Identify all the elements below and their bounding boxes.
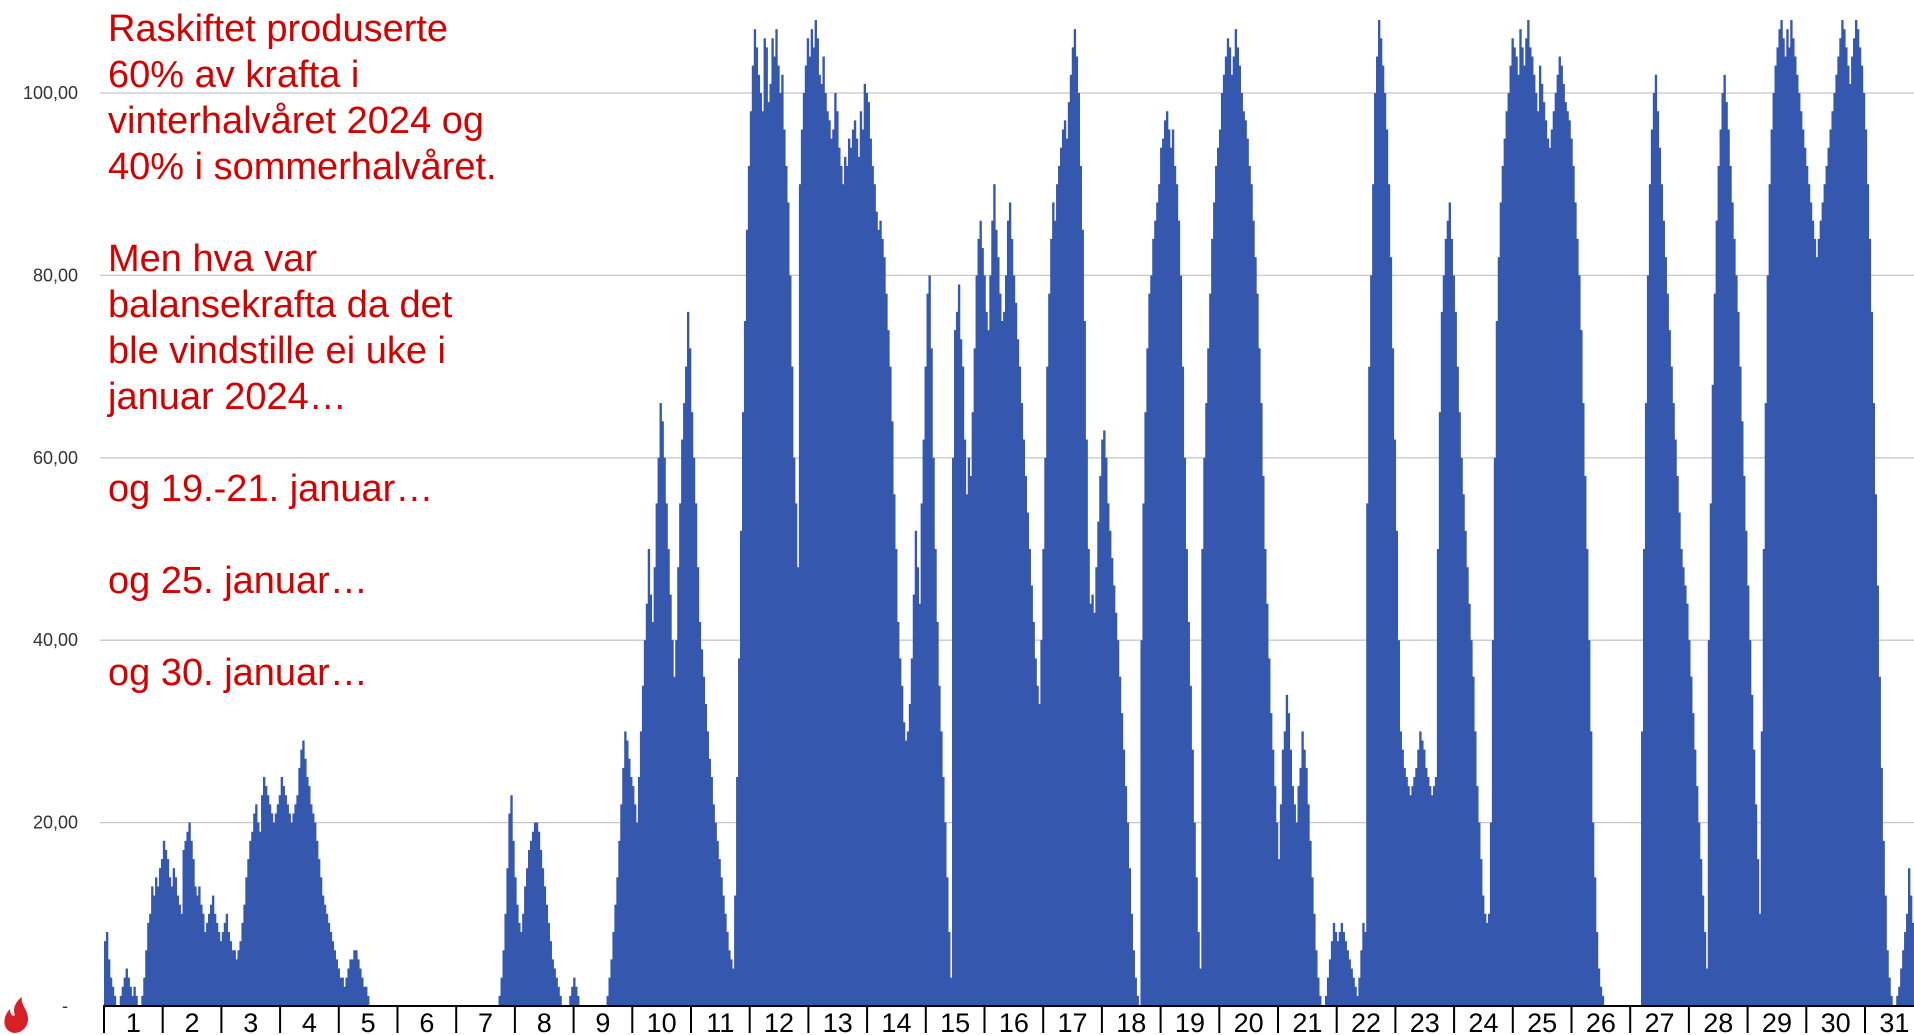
- y-axis-ticks: 20,00 40,00 60,00 80,00 100,00: [23, 83, 78, 833]
- annotation-line: Raskiftet produserte: [108, 6, 497, 52]
- annotation-line: vinterhalvåret 2024 og: [108, 98, 497, 144]
- y-tick-label: 20,00: [33, 813, 78, 833]
- x-tick-label: 9: [595, 1008, 610, 1033]
- annotation-line: [108, 420, 497, 466]
- x-tick-label: 30: [1821, 1008, 1851, 1033]
- bar: [367, 996, 369, 1005]
- annotation-line: og 25. januar…: [108, 558, 497, 604]
- x-tick-label: 20: [1234, 1008, 1264, 1033]
- flame-icon: [0, 995, 40, 1035]
- x-tick-label: 25: [1527, 1008, 1557, 1033]
- x-tick-label: 22: [1351, 1008, 1381, 1033]
- annotation-line: balansekrafta da det: [108, 282, 497, 328]
- x-tick-label: 21: [1292, 1008, 1322, 1033]
- bar: [559, 996, 561, 1005]
- x-tick-label: 29: [1762, 1008, 1792, 1033]
- bar: [114, 996, 116, 1005]
- x-tick-label: 14: [881, 1008, 911, 1033]
- annotation-line: ble vindstille ei uke i: [108, 328, 497, 374]
- bar: [577, 996, 579, 1005]
- annotation-line: Men hva var: [108, 236, 497, 282]
- x-tick-label: 8: [537, 1008, 552, 1033]
- annotation-line: [108, 512, 497, 558]
- x-tick-label: 19: [1175, 1008, 1205, 1033]
- annotation-line: [108, 190, 497, 236]
- x-tick-label: 15: [940, 1008, 970, 1033]
- y-tick-label: 60,00: [33, 448, 78, 468]
- x-tick-label: 28: [1703, 1008, 1733, 1033]
- bar: [1890, 996, 1892, 1005]
- annotation-line: [108, 604, 497, 650]
- bar: [135, 996, 137, 1005]
- x-tick-label: 11: [706, 1008, 734, 1033]
- x-tick-label: 6: [419, 1008, 434, 1033]
- x-tick-label: 23: [1410, 1008, 1440, 1033]
- x-tick-label: 1: [126, 1008, 141, 1033]
- annotation-line: januar 2024…: [108, 374, 497, 420]
- x-tick-label: 13: [823, 1008, 853, 1033]
- bottom-left-tick: -: [62, 996, 68, 1016]
- bar: [1137, 996, 1139, 1005]
- x-tick-label: 3: [243, 1008, 258, 1033]
- annotation-line: og 19.-21. januar…: [108, 466, 497, 512]
- x-tick-label: 5: [361, 1008, 376, 1033]
- x-tick-label: 2: [185, 1008, 200, 1033]
- x-tick-label: 10: [647, 1008, 677, 1033]
- x-tick-label: 18: [1116, 1008, 1146, 1033]
- bar: [1319, 996, 1321, 1005]
- x-tick-label: 24: [1468, 1008, 1498, 1033]
- x-tick-label: 26: [1586, 1008, 1616, 1033]
- x-tick-label: 31: [1879, 1008, 1909, 1033]
- x-tick-label: 12: [764, 1008, 794, 1033]
- annotation-line: 40% i sommerhalvåret.: [108, 144, 497, 190]
- y-tick-label: 80,00: [33, 265, 78, 285]
- x-tick-label: 7: [478, 1008, 493, 1033]
- x-tick-label: 4: [302, 1008, 317, 1033]
- y-tick-label: 100,00: [23, 83, 78, 103]
- x-tick-label: 27: [1645, 1008, 1675, 1033]
- x-tick-label: 16: [999, 1008, 1029, 1033]
- x-tick-label: 17: [1058, 1008, 1088, 1033]
- annotation-line: 60% av krafta i: [108, 52, 497, 98]
- annotation-line: og 30. januar…: [108, 650, 497, 696]
- bar: [1602, 996, 1604, 1005]
- y-tick-label: 40,00: [33, 630, 78, 650]
